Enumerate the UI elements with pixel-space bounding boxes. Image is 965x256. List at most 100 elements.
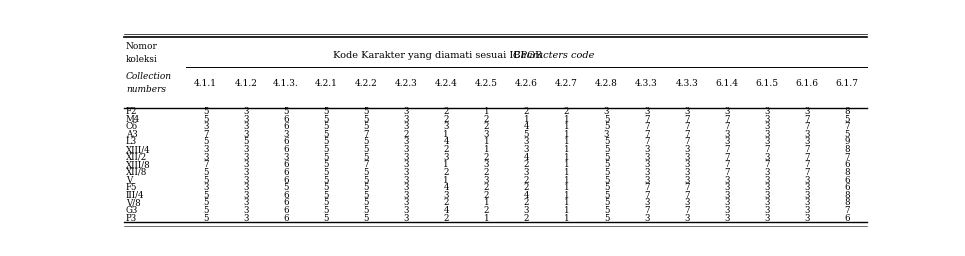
Text: 8: 8 xyxy=(844,191,850,200)
Text: 3: 3 xyxy=(403,160,409,169)
Text: 3: 3 xyxy=(684,145,689,154)
Text: 5: 5 xyxy=(363,168,369,177)
Text: 4.2.3: 4.2.3 xyxy=(395,79,418,88)
Text: koleksi: koleksi xyxy=(125,55,157,64)
Text: 6: 6 xyxy=(283,122,289,131)
Text: 7: 7 xyxy=(804,145,810,154)
Text: 3: 3 xyxy=(724,198,730,207)
Text: 5: 5 xyxy=(203,168,208,177)
Text: 3: 3 xyxy=(764,137,769,146)
Text: 2: 2 xyxy=(444,168,449,177)
Text: 2: 2 xyxy=(444,145,449,154)
Text: 1: 1 xyxy=(564,137,569,146)
Text: 3: 3 xyxy=(243,160,249,169)
Text: 5: 5 xyxy=(203,107,208,116)
Text: 5: 5 xyxy=(604,122,609,131)
Text: 3: 3 xyxy=(684,214,689,223)
Text: 5: 5 xyxy=(604,198,609,207)
Text: 1: 1 xyxy=(564,130,569,139)
Text: 7: 7 xyxy=(684,183,689,192)
Text: 5: 5 xyxy=(604,153,609,162)
Text: 1: 1 xyxy=(564,214,569,223)
Text: 5: 5 xyxy=(203,198,208,207)
Text: 7: 7 xyxy=(644,122,649,131)
Text: 6: 6 xyxy=(283,137,289,146)
Text: M4: M4 xyxy=(125,114,140,124)
Text: 5: 5 xyxy=(604,183,609,192)
Text: Characters code: Characters code xyxy=(513,51,594,60)
Text: 3: 3 xyxy=(804,176,810,185)
Text: 3: 3 xyxy=(444,122,449,131)
Text: 6.1.7: 6.1.7 xyxy=(836,79,859,88)
Text: 3: 3 xyxy=(243,214,249,223)
Text: 3: 3 xyxy=(444,153,449,162)
Text: 4.2.6: 4.2.6 xyxy=(515,79,538,88)
Text: 7: 7 xyxy=(644,206,649,215)
Text: 3: 3 xyxy=(684,198,689,207)
Text: 6: 6 xyxy=(844,176,850,185)
Text: 3: 3 xyxy=(644,176,649,185)
Text: V: V xyxy=(125,176,132,185)
Text: 5: 5 xyxy=(363,137,369,146)
Text: 1: 1 xyxy=(483,137,489,146)
Text: 5: 5 xyxy=(323,214,329,223)
Text: 3: 3 xyxy=(684,176,689,185)
Text: 5: 5 xyxy=(323,153,329,162)
Text: 3: 3 xyxy=(724,176,730,185)
Text: 7: 7 xyxy=(684,114,689,124)
Text: 4.3.3: 4.3.3 xyxy=(676,79,698,88)
Text: 5: 5 xyxy=(604,137,609,146)
Text: Kode Karakter yang diamati sesuai IBPGR: Kode Karakter yang diamati sesuai IBPGR xyxy=(333,51,542,60)
Text: 5: 5 xyxy=(604,176,609,185)
Text: 3: 3 xyxy=(724,107,730,116)
Text: 4: 4 xyxy=(444,206,449,215)
Text: 2: 2 xyxy=(483,168,489,177)
Text: 5: 5 xyxy=(363,206,369,215)
Text: 2: 2 xyxy=(524,176,529,185)
Text: 7: 7 xyxy=(684,122,689,131)
Text: 3: 3 xyxy=(243,107,249,116)
Text: 3: 3 xyxy=(483,160,489,169)
Text: 5: 5 xyxy=(283,183,289,192)
Text: 3: 3 xyxy=(444,191,449,200)
Text: 1: 1 xyxy=(443,176,449,185)
Text: 3: 3 xyxy=(604,107,609,116)
Text: 1: 1 xyxy=(564,191,569,200)
Text: 5: 5 xyxy=(363,114,369,124)
Text: XII/8: XII/8 xyxy=(125,168,148,177)
Text: 3: 3 xyxy=(243,145,249,154)
Text: 5: 5 xyxy=(323,160,329,169)
Text: 7: 7 xyxy=(644,137,649,146)
Text: 3: 3 xyxy=(764,198,769,207)
Text: 3: 3 xyxy=(403,168,409,177)
Text: 3: 3 xyxy=(243,153,249,162)
Text: 4.2.4: 4.2.4 xyxy=(435,79,457,88)
Text: 3: 3 xyxy=(804,206,810,215)
Text: 6: 6 xyxy=(283,206,289,215)
Text: 7: 7 xyxy=(804,122,810,131)
Text: 5: 5 xyxy=(604,168,609,177)
Text: 3: 3 xyxy=(804,183,810,192)
Text: 1: 1 xyxy=(443,130,449,139)
Text: 7: 7 xyxy=(363,160,369,169)
Text: A3: A3 xyxy=(125,130,137,139)
Text: 5: 5 xyxy=(283,107,289,116)
Text: 7: 7 xyxy=(844,206,850,215)
Text: 3: 3 xyxy=(804,130,810,139)
Text: 5: 5 xyxy=(844,130,850,139)
Text: 2: 2 xyxy=(564,107,569,116)
Text: 3: 3 xyxy=(203,145,208,154)
Text: 4: 4 xyxy=(444,183,449,192)
Text: 4: 4 xyxy=(524,191,529,200)
Text: numbers: numbers xyxy=(125,85,166,94)
Text: 3: 3 xyxy=(243,206,249,215)
Text: 3: 3 xyxy=(403,122,409,131)
Text: 5: 5 xyxy=(323,107,329,116)
Text: 3: 3 xyxy=(243,191,249,200)
Text: 3: 3 xyxy=(804,198,810,207)
Text: 5: 5 xyxy=(363,198,369,207)
Text: 3: 3 xyxy=(764,168,769,177)
Text: 5: 5 xyxy=(323,206,329,215)
Text: 5: 5 xyxy=(323,198,329,207)
Text: 3: 3 xyxy=(724,214,730,223)
